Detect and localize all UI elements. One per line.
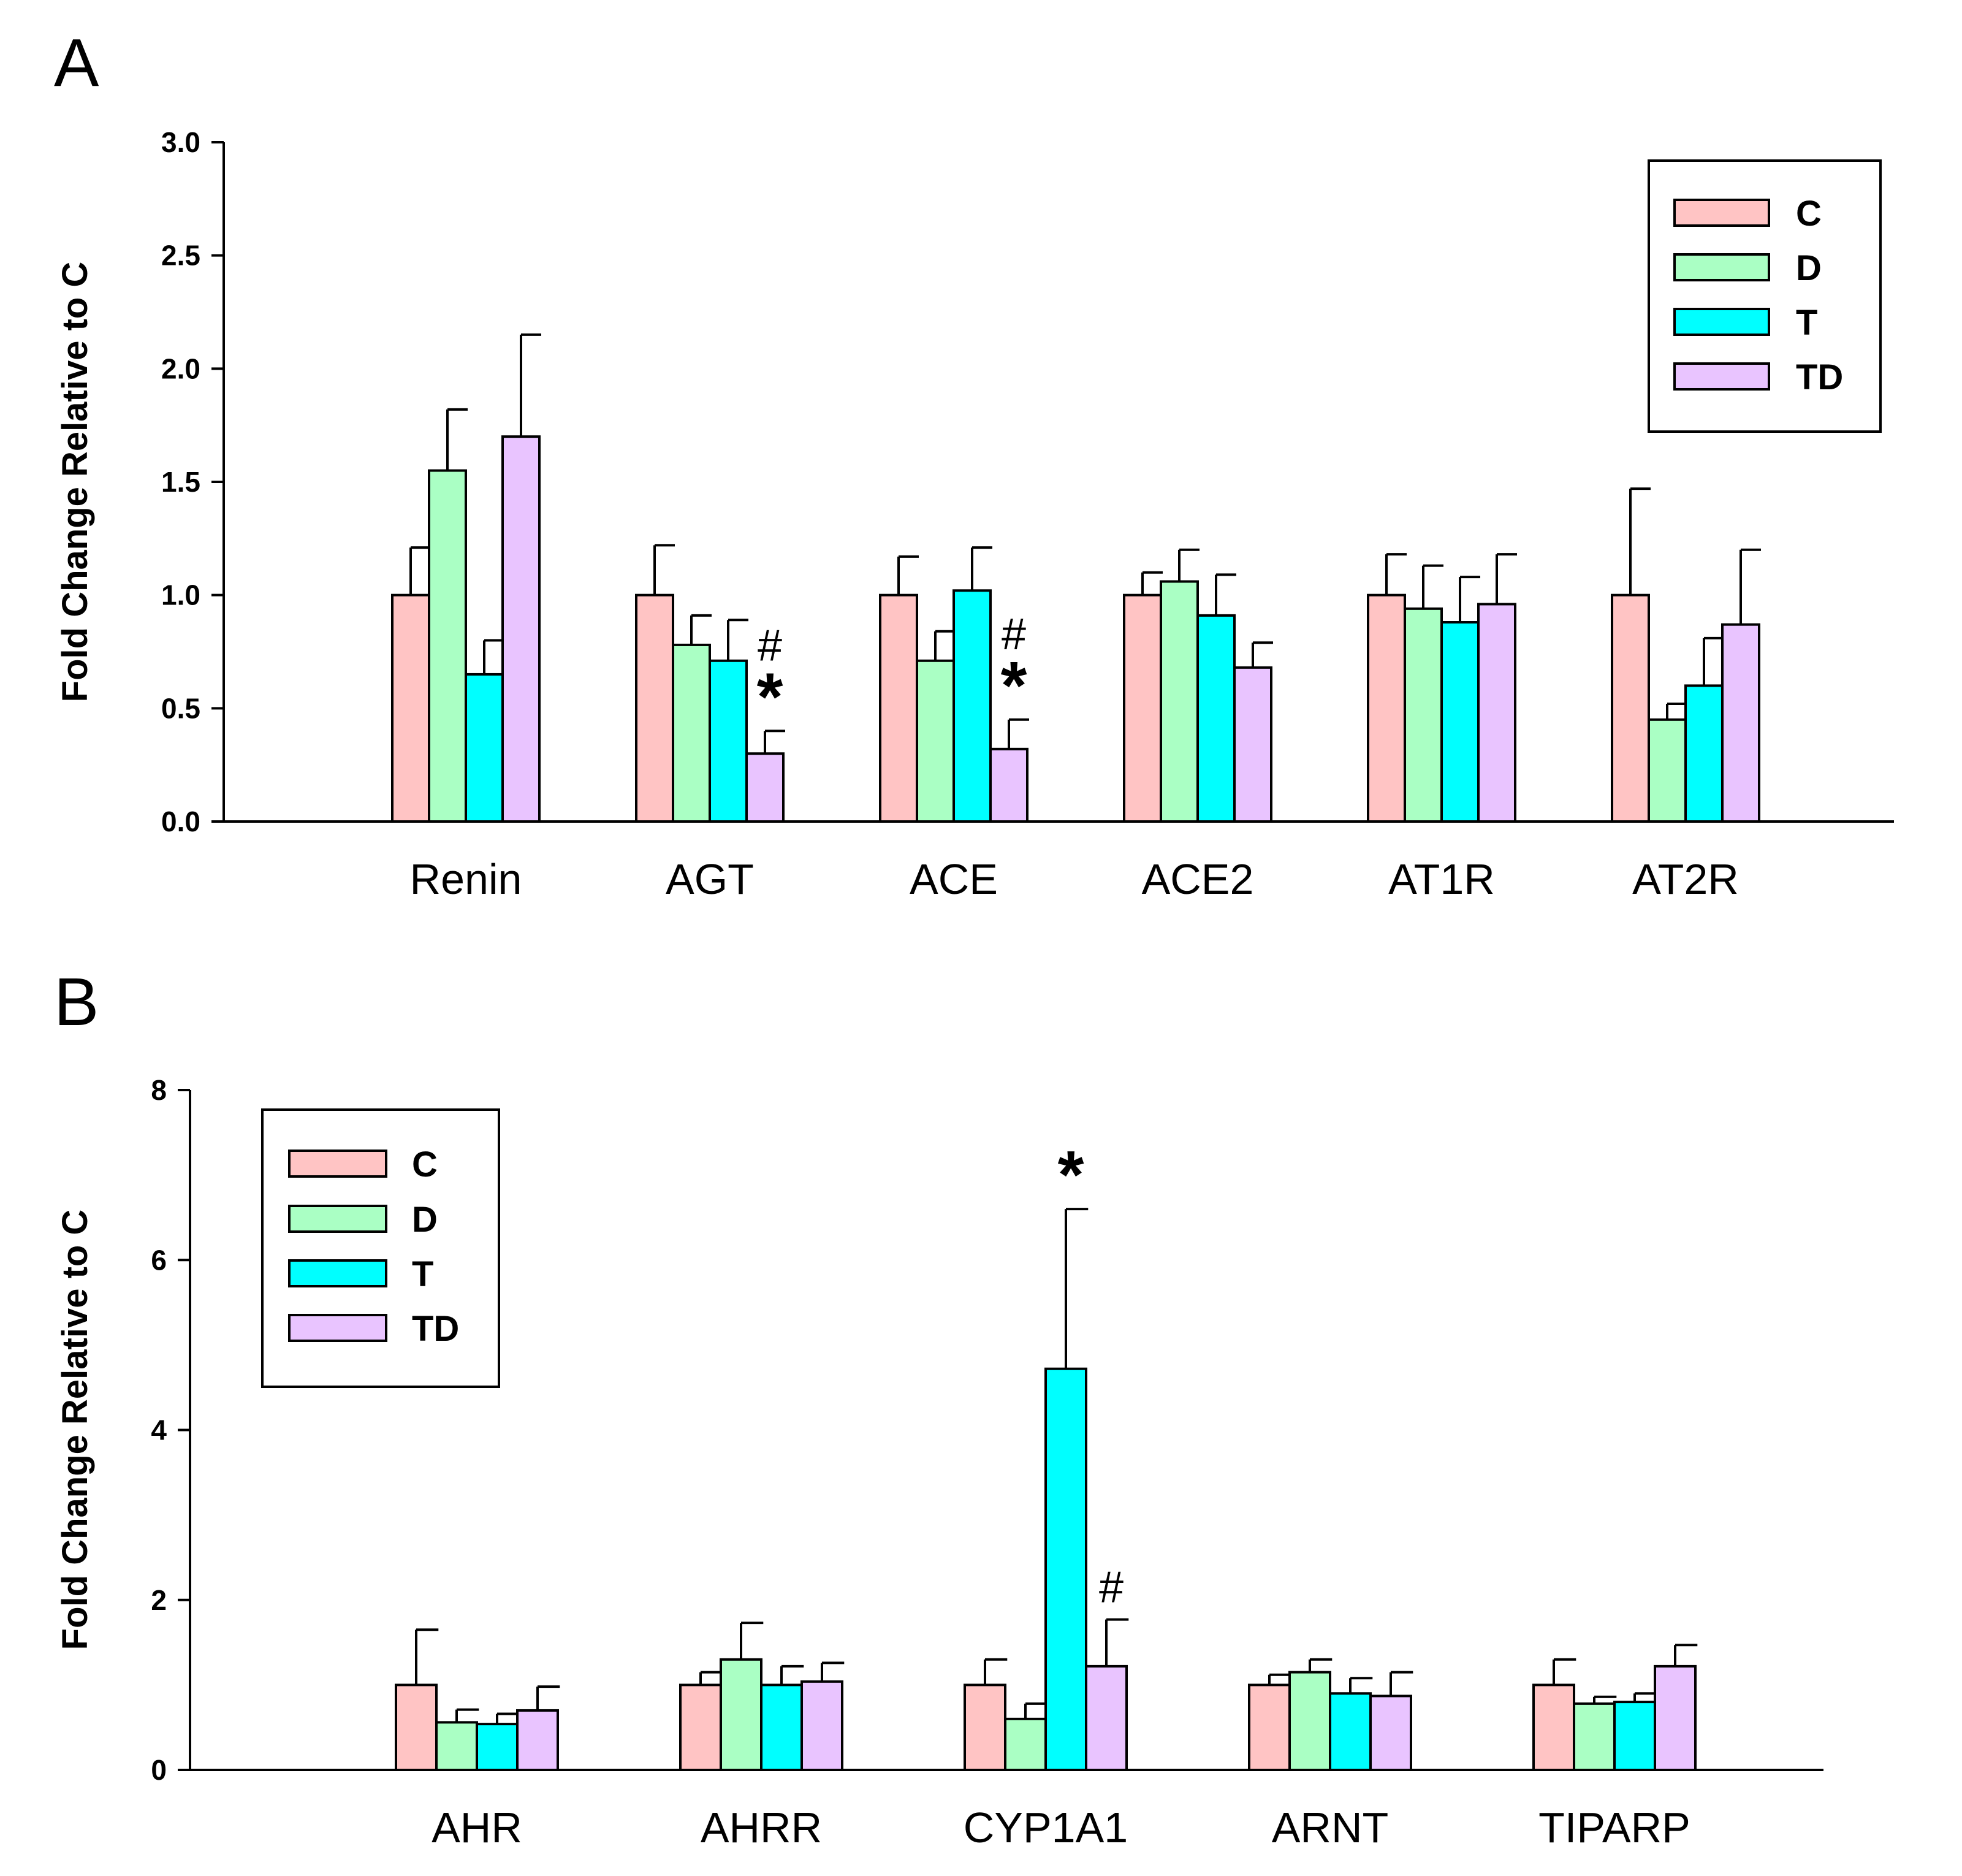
- panel-b-legend-label: T: [412, 1254, 433, 1294]
- panel-b-y-tick-label: 0: [151, 1754, 167, 1786]
- panel-a-category-label: ACE2: [1142, 855, 1254, 903]
- panel-a-bar: [952, 589, 992, 823]
- panel-a-category-label: ACE: [910, 855, 998, 903]
- panel-b-bar: [1329, 1692, 1372, 1772]
- panel-b-chart: B Fold Change Relative to C 0 2 4 6 8 AHR AHRR CY…: [54, 964, 1823, 1851]
- panel-a-y-tick-label: 2.5: [161, 240, 200, 272]
- panel-b-bar: [964, 1683, 1006, 1771]
- panel-b-bar: [1288, 1671, 1331, 1772]
- panel-b-bar: [679, 1683, 722, 1771]
- panel-b-bar: [1085, 1664, 1128, 1771]
- panel-b-y-tick-label: 8: [151, 1074, 167, 1106]
- panel-a-bar: [1684, 684, 1724, 823]
- panel-b-legend: CDT TD: [261, 1108, 500, 1388]
- panel-a-legend-swatch: [1673, 199, 1770, 227]
- panel-a-bar: [745, 752, 785, 823]
- panel-a-y-tick-label: 1.0: [161, 579, 200, 611]
- panel-b-bar: [435, 1721, 478, 1772]
- panel-b-bar: [1532, 1683, 1575, 1771]
- panel-a-category-label: AGT: [666, 855, 754, 903]
- panel-a-significance-hash: #: [758, 621, 782, 670]
- panel-b-legend-swatch: [288, 1205, 387, 1233]
- panel-b-y-tick-label: 4: [151, 1414, 167, 1446]
- panel-a-y-tick-label: 0.0: [161, 806, 200, 837]
- panel-b-bar: [760, 1683, 803, 1771]
- panel-a-bar: [1611, 593, 1650, 823]
- panel-a-y-tick-label: 1.5: [161, 466, 200, 498]
- panel-a-bar: [391, 593, 430, 823]
- panel-a-y-tick-label: 0.5: [161, 692, 200, 724]
- panel-a-bar: [672, 643, 711, 823]
- panel-a-category-label: AT2R: [1632, 855, 1739, 903]
- panel-b-letter: B: [54, 964, 99, 1040]
- panel-a-category-label: AT1R: [1388, 855, 1495, 903]
- panel-a-bar: [1196, 614, 1236, 823]
- panel-a-significance-star: *: [757, 659, 783, 734]
- panel-a-bar: [989, 747, 1029, 823]
- panel-a-bar: [709, 659, 748, 823]
- panel-a-bar: [1404, 607, 1443, 823]
- panel-b-category-label: AHRR: [701, 1804, 822, 1851]
- panel-a-bar: [501, 435, 541, 823]
- panel-a-legend-label: T: [1796, 303, 1817, 343]
- panel-a-bar: [1367, 593, 1406, 823]
- panel-a-legend: CDT TD: [1648, 159, 1882, 433]
- panel-b-bar: [1369, 1695, 1412, 1771]
- panel-b-y-tick-label: 6: [151, 1244, 167, 1276]
- panel-b-bar: [720, 1658, 762, 1772]
- panel-a-legend-label: D: [1796, 248, 1822, 288]
- panel-a-bar: [1721, 623, 1760, 823]
- panel-a-letter: A: [54, 25, 99, 101]
- panel-b-category-label: ARNT: [1272, 1804, 1389, 1851]
- panel-a-bar: [465, 673, 504, 823]
- panel-a-legend-swatch: [1673, 253, 1770, 281]
- panel-b-legend-swatch: [288, 1150, 387, 1178]
- panel-a-significance-star: *: [1001, 648, 1027, 723]
- panel-a-y-tick-label: 3.0: [161, 126, 200, 158]
- panel-b-legend-label: D: [412, 1200, 438, 1240]
- panel-b-y-axis-title: Fold Change Relative to C: [55, 1210, 95, 1650]
- panel-b-bar: [1004, 1717, 1047, 1771]
- panel-b-bar: [516, 1709, 559, 1771]
- panel-b-legend-swatch: [288, 1259, 387, 1287]
- panel-a-bar: [1440, 620, 1480, 823]
- panel-b-bar: [1613, 1701, 1656, 1772]
- panel-a-bar: [1648, 718, 1687, 823]
- panel-b-category-label: CYP1A1: [964, 1804, 1128, 1851]
- panel-a-bar: [635, 593, 674, 823]
- panel-a-significance-hash: #: [1002, 610, 1026, 659]
- panel-b-category-label: AHR: [432, 1804, 522, 1851]
- panel-a-legend-label: C: [1796, 194, 1822, 234]
- panel-a-legend-swatch: [1673, 362, 1770, 391]
- panel-b-legend-swatch: [288, 1314, 387, 1342]
- panel-b-bar: [800, 1680, 843, 1772]
- panel-a-y-tick-label: 2.0: [161, 353, 200, 384]
- panel-b-category-label: TIPARP: [1538, 1804, 1690, 1851]
- panel-a-y-axis-title: Fold Change Relative to C: [55, 262, 95, 703]
- panel-a-bar: [879, 593, 918, 823]
- panel-b-bar: [395, 1683, 438, 1771]
- panel-b-bar: [476, 1723, 519, 1772]
- panel-b-significance-hash: #: [1099, 1563, 1124, 1612]
- panel-a-chart: A Fold Change Relative to C 0.0 0.5 1.0 1.5 2.…: [54, 25, 1894, 903]
- panel-a-bar: [428, 469, 467, 823]
- panel-a-bar: [916, 659, 955, 823]
- panel-b-bar: [1248, 1683, 1291, 1771]
- panel-a-bar: [1477, 603, 1516, 823]
- panel-b-bar: [1654, 1664, 1697, 1771]
- panel-b-y-tick-label: 2: [151, 1584, 167, 1616]
- panel-a-bar: [1233, 666, 1272, 823]
- panel-a-legend-swatch: [1673, 308, 1770, 336]
- panel-b-significance-star: *: [1058, 1137, 1084, 1213]
- panel-a-bar: [1123, 593, 1162, 823]
- panel-a-category-label: Renin: [410, 855, 522, 903]
- panel-b-legend-label: C: [412, 1145, 438, 1184]
- panel-a-bar: [1160, 580, 1199, 823]
- panel-b-bar: [1573, 1702, 1616, 1772]
- panel-b-bar: [1044, 1367, 1087, 1771]
- panel-a-legend-label: TD: [1796, 357, 1843, 397]
- panel-b-legend-label: TD: [412, 1309, 459, 1349]
